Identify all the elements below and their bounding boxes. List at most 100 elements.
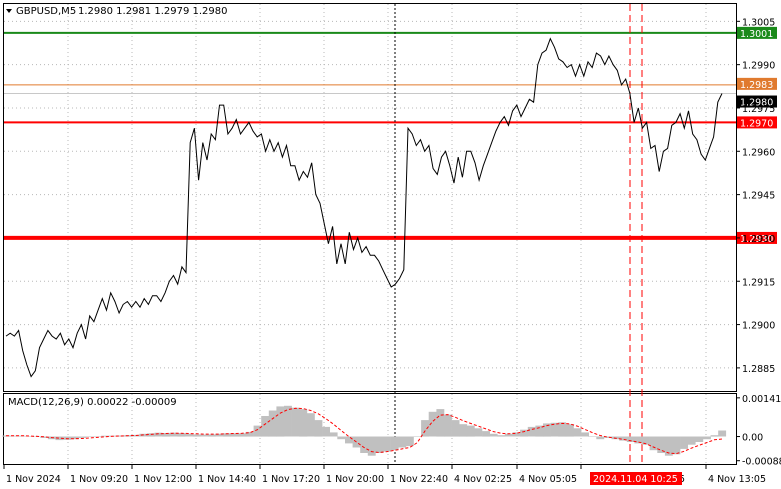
macd-panel: [2, 405, 727, 456]
macd-histogram-bar: [223, 433, 231, 437]
macd-histogram-bar: [603, 436, 612, 438]
macd-histogram-bar: [131, 434, 140, 437]
price-line: [5, 37, 723, 378]
vertical-markers: [394, 4, 643, 464]
macd-histogram-bar: [543, 423, 551, 437]
horizontal-levels: 1.3001 1.2983 1.2980 1.2970 1.2930: [4, 26, 777, 245]
macd-histogram-bar: [672, 436, 681, 455]
macd-histogram-bar: [588, 436, 597, 437]
x-tick-label: 1 Nov 20:00: [326, 474, 384, 485]
macd-histogram-bar: [245, 431, 254, 437]
macd-histogram-bar: [565, 424, 574, 437]
macd-histogram-bar: [337, 436, 346, 440]
macd-histogram-bar: [299, 409, 308, 437]
y-tick-label: 1.2900: [742, 321, 775, 332]
macd-histogram-bar: [421, 420, 429, 437]
x-tick-label: 1 Nov 22:40: [390, 474, 448, 485]
macd-histogram-bar: [482, 431, 490, 437]
price-level-label: 1.2930: [740, 234, 773, 245]
macd-histogram-bar: [581, 432, 589, 437]
symbol-dropdown-icon[interactable]: [6, 9, 12, 13]
macd-histogram-bar: [558, 422, 567, 437]
macd-histogram-bar: [527, 426, 536, 437]
symbol-label: GBPUSD,M5: [16, 6, 76, 17]
macd-histogram-bar: [657, 436, 666, 453]
macd-histogram-bar: [238, 433, 247, 437]
macd-axis: 0.00141 0.00 -0.00088: [736, 394, 781, 468]
macd-histogram-bar: [687, 436, 696, 445]
macd-histogram-bar: [649, 436, 658, 451]
macd-histogram-bar: [291, 407, 300, 437]
macd-histogram-bar: [489, 433, 498, 437]
macd-histogram-bar: [177, 433, 186, 437]
macd-histogram-bar: [63, 436, 71, 440]
macd-histogram-bar: [550, 422, 559, 437]
y-tick-label: 1.2885: [742, 364, 775, 375]
macd-histogram-bar: [680, 436, 688, 449]
macd-histogram-bar: [70, 436, 79, 440]
macd-histogram-bar: [284, 405, 292, 437]
macd-histogram-bar: [375, 436, 384, 453]
price-level-tag: [737, 116, 777, 129]
price-axis: 1.3005 1.2990 1.2975 1.2960 1.2945 1.2930 1.29…: [736, 17, 775, 375]
macd-histogram-bar: [718, 430, 727, 437]
time-axis: 1 Nov 2024 1 Nov 09:20 1 Nov 12:00 1 Nov 14…: [3, 465, 766, 485]
macd-histogram-bar: [405, 436, 414, 447]
macd-histogram-bar: [474, 428, 483, 437]
macd-tick-label: 0.00141: [742, 394, 781, 405]
macd-histogram-bar: [383, 436, 391, 452]
macd-histogram-bar: [428, 411, 437, 437]
macd-histogram-bar: [367, 436, 376, 456]
macd-histogram-bar: [314, 420, 323, 437]
x-tick-label: 4 Nov 13:05: [708, 474, 766, 485]
price-level-label: 1.2980: [740, 98, 773, 109]
macd-histogram-bar: [200, 434, 209, 437]
y-tick-label: 1.2945: [742, 191, 775, 202]
macd-histogram-bar: [444, 414, 452, 437]
macd-histogram-bar: [436, 409, 445, 437]
x-tick-label: 4 Nov 02:25: [454, 474, 512, 485]
x-tick-label: 4 Nov 05:05: [519, 474, 577, 485]
macd-histogram-bar: [596, 436, 605, 440]
macd-histogram-bar: [169, 432, 178, 437]
price-level-tag: [737, 95, 777, 108]
macd-histogram-bar: [390, 436, 399, 451]
macd-histogram-bar: [512, 432, 521, 437]
x-tick-label: 1 Nov 2024: [6, 474, 61, 485]
macd-label: MACD(12,26,9) 0.00022 -0.00009: [8, 397, 177, 408]
y-tick-label: 1.2960: [742, 147, 775, 158]
macd-histogram-bar: [703, 436, 711, 440]
macd-histogram-bar: [329, 432, 338, 437]
macd-tick-label: 0.00: [742, 433, 763, 444]
price-level-tag: [737, 26, 777, 39]
macd-histogram-bar: [535, 425, 544, 437]
x-tick-label: 1 Nov 17:20: [262, 474, 320, 485]
y-tick-label: 1.2975: [742, 104, 775, 115]
macd-histogram-bar: [360, 436, 369, 453]
macd-histogram-bar: [101, 435, 110, 437]
macd-histogram-bar: [306, 413, 315, 437]
macd-histogram-bar: [504, 433, 513, 437]
highlight-time-label: 2024.11.04 10:25: [593, 474, 678, 485]
macd-histogram-bar: [93, 436, 102, 437]
macd-histogram-bar: [459, 424, 468, 437]
macd-histogram-bar: [573, 428, 582, 437]
price-series: [5, 37, 723, 378]
macd-histogram-bar: [276, 406, 285, 437]
y-tick-label: 1.2990: [742, 61, 775, 72]
macd-histogram-bar: [230, 433, 239, 437]
macd-histogram-bar: [116, 435, 125, 437]
macd-histogram-bar: [497, 435, 506, 437]
price-level-label: 1.2970: [740, 118, 773, 129]
macd-histogram-bar: [146, 433, 155, 437]
macd-histogram-bar: [55, 436, 64, 441]
macd-histogram-bar: [345, 436, 353, 444]
macd-histogram-bar: [451, 420, 460, 437]
macd-signal-line: [6, 407, 723, 455]
ohlc-values: 1.2980 1.2981 1.2979 1.2980: [78, 6, 228, 17]
macd-histogram-bar: [192, 434, 201, 437]
macd-histogram-bar: [78, 436, 87, 438]
macd-histogram-bar: [253, 425, 262, 437]
macd-histogram-bar: [695, 436, 704, 442]
